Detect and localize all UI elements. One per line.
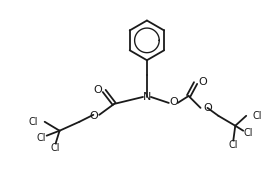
Text: Cl: Cl [37, 133, 47, 143]
Text: O: O [169, 97, 178, 107]
Text: Cl: Cl [252, 111, 262, 121]
Text: Cl: Cl [51, 143, 60, 153]
Text: N: N [143, 92, 151, 102]
Text: O: O [198, 77, 207, 87]
Text: O: O [89, 111, 98, 121]
Text: O: O [203, 103, 212, 113]
Text: Cl: Cl [28, 117, 38, 127]
Text: Cl: Cl [244, 128, 253, 138]
Text: O: O [93, 85, 102, 95]
Text: Cl: Cl [229, 140, 238, 150]
